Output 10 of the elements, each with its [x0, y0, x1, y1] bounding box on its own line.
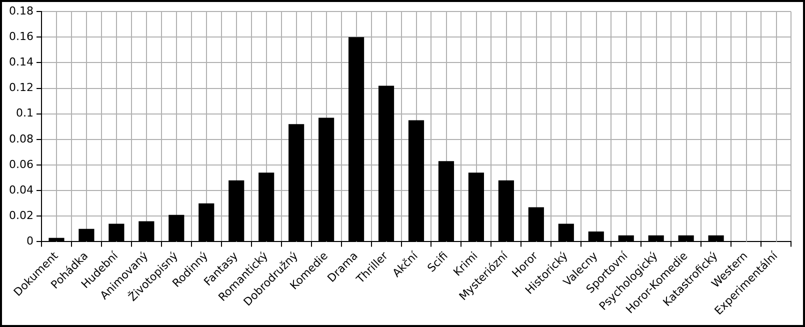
y-tick-label: 0.16 — [8, 30, 34, 44]
y-tick-label: 0.08 — [8, 132, 34, 146]
y-tick-label: 0.14 — [8, 56, 34, 69]
y-tick-label: 0.02 — [8, 209, 34, 222]
y-tick-label: 0 — [26, 234, 34, 248]
y-tick-label: 0.12 — [8, 81, 34, 94]
y-tick-label: 0.04 — [8, 183, 34, 196]
y-tick-label: 0.1 — [16, 106, 34, 120]
y-tick-label: 0.18 — [8, 4, 34, 18]
y-tick-label: 0.06 — [8, 158, 34, 171]
